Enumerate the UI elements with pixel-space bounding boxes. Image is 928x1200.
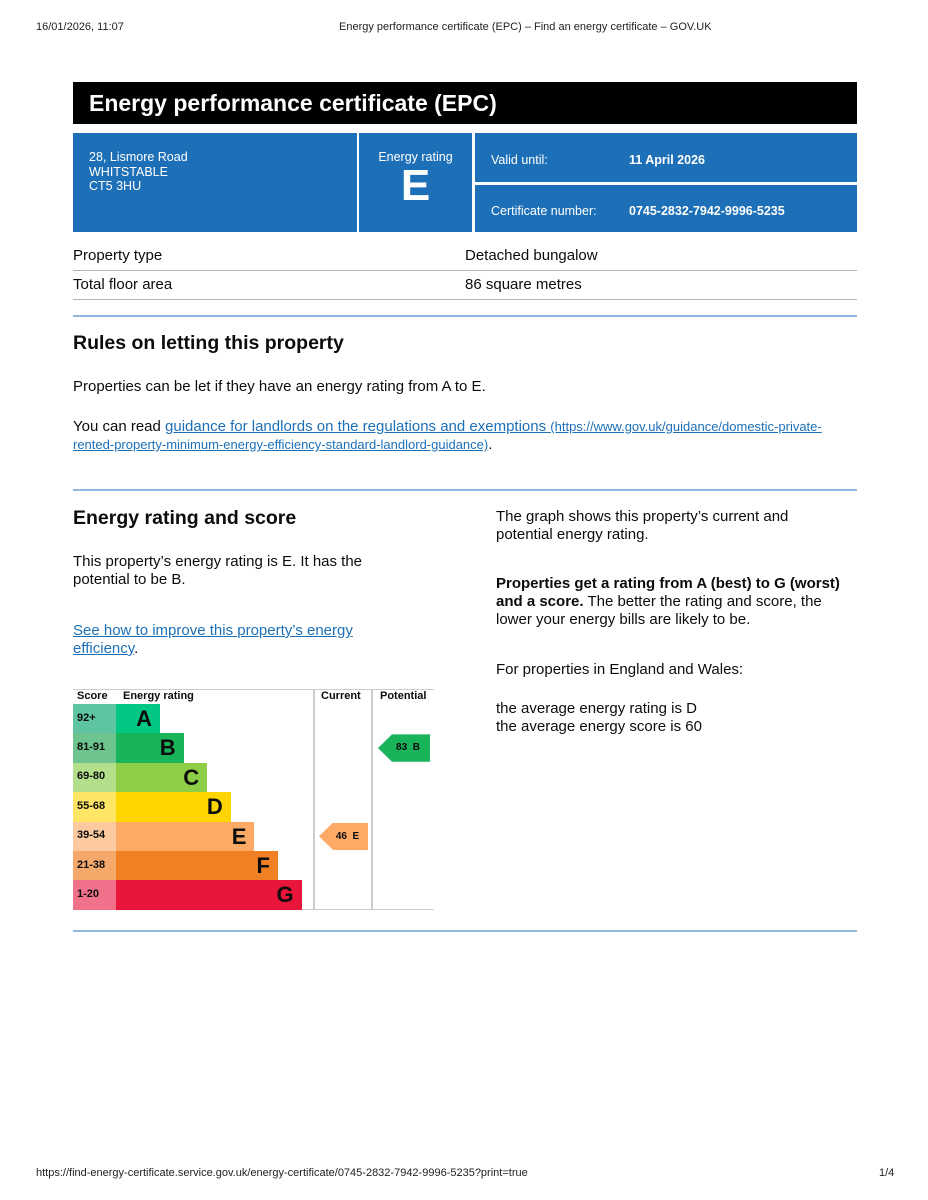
letting-para: Properties can be let if they have an en… [73, 378, 486, 395]
score-heading: Energy rating and score [73, 507, 297, 529]
england-wales-para: For properties in England and Wales: [496, 661, 744, 678]
cert-label: Certificate number: [491, 204, 597, 218]
score-range-G: 1-20 [73, 880, 116, 910]
certificate-title: Energy performance certificate (EPC) [73, 82, 857, 124]
rating-panel: Energy rating E [359, 133, 472, 232]
rating-bar-B: B [116, 733, 184, 763]
link-url: (https://www.gov.uk/guidance/domestic-pr… [73, 419, 822, 452]
text: . [134, 640, 139, 657]
score-para: This property’s energy rating is E. It h… [73, 553, 363, 588]
text: . [488, 436, 493, 453]
score-range-B: 81-91 [73, 733, 116, 763]
print-page-number: 1/4 [879, 1167, 895, 1179]
valid-until-panel: Valid until: 11 April 2026 [475, 133, 857, 182]
chart-header: Potential [380, 690, 427, 702]
chart-header: Current [321, 690, 361, 702]
address-line: WHITSTABLE [89, 164, 168, 179]
section-divider [73, 315, 857, 317]
rating-bar-F: F [116, 851, 278, 881]
rating-explanation: Properties get a rating from A (best) to… [496, 575, 856, 629]
score-range-D: 55-68 [73, 792, 116, 822]
rating-bar-D: D [116, 792, 231, 822]
improve-para: See how to improve this property’s energ… [73, 622, 393, 658]
rating-bar-G: G [116, 880, 302, 910]
score-range-C: 69-80 [73, 762, 116, 793]
rating-label: Energy rating [378, 150, 453, 164]
floor-area-row: Total floor area 86 square metres [73, 270, 857, 300]
property-type-row: Property type Detached bungalow [73, 241, 857, 271]
address-line: CT5 3HU [89, 179, 142, 193]
score-range-F: 21-38 [73, 851, 116, 881]
score-range-E: 39-54 [73, 821, 116, 851]
letting-heading: Rules on letting this property [73, 332, 344, 354]
average-score: the average energy score is 60 [496, 718, 702, 735]
row-value: 86 square metres [465, 276, 582, 293]
average-rating: the average energy rating is D [496, 700, 697, 717]
bold-text: Properties get a rating from A (best) to… [496, 575, 840, 610]
chart-divider [313, 689, 315, 910]
valid-label: Valid until: [491, 153, 548, 167]
chart-header: Score [77, 690, 108, 702]
text: You can read [73, 418, 166, 435]
certificate-number-panel: Certificate number: 0745-2832-7942-9996-… [475, 185, 857, 232]
rating-bar-E: E [116, 821, 255, 851]
chart-divider [371, 689, 373, 910]
rating-bar-A: A [116, 704, 160, 734]
landlord-guidance-link[interactable]: guidance for landlords on the regulation… [73, 418, 822, 453]
row-value: Detached bungalow [465, 247, 598, 264]
print-datetime: 16/01/2026, 11:07 [36, 21, 124, 33]
row-label: Total floor area [73, 276, 173, 293]
row-label: Property type [73, 247, 163, 264]
address-line: 28, Lismore Road [89, 150, 188, 164]
text: The better the rating and score, the low… [496, 593, 822, 628]
print-url: https://find-energy-certificate.service.… [36, 1167, 528, 1179]
letting-guidance-para: You can read guidance for landlords on t… [73, 418, 833, 454]
rating-bar-C: C [116, 762, 208, 793]
print-page-title: Energy performance certificate (EPC) – F… [339, 21, 712, 33]
link-text: guidance for landlords on the regulation… [165, 418, 547, 435]
section-divider [73, 489, 857, 491]
score-range-A: 92+ [73, 704, 116, 734]
chart-header: Energy rating [123, 690, 194, 702]
energy-rating-chart: Score Energy rating Current Potential 92+ A 81… [73, 689, 434, 910]
address-panel: 28, Lismore Road WHITSTABLE CT5 3HU [73, 133, 357, 232]
section-divider [73, 930, 857, 932]
rating-letter: E [400, 161, 431, 210]
valid-value: 11 April 2026 [629, 153, 705, 167]
improve-efficiency-link[interactable]: See how to improve this property’s energ… [73, 622, 353, 657]
cert-value: 0745-2832-7942-9996-5235 [629, 204, 785, 218]
graph-description: The graph shows this property’s current … [496, 508, 789, 543]
